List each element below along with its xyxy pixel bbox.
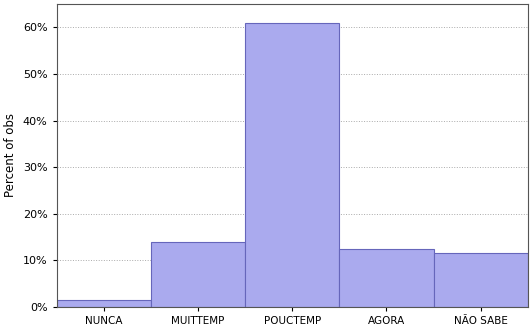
Bar [56, 300, 151, 307]
Bar [245, 23, 339, 307]
Y-axis label: Percent of obs: Percent of obs [4, 114, 17, 197]
Bar [339, 248, 434, 307]
Bar [151, 242, 245, 307]
Bar [434, 253, 528, 307]
